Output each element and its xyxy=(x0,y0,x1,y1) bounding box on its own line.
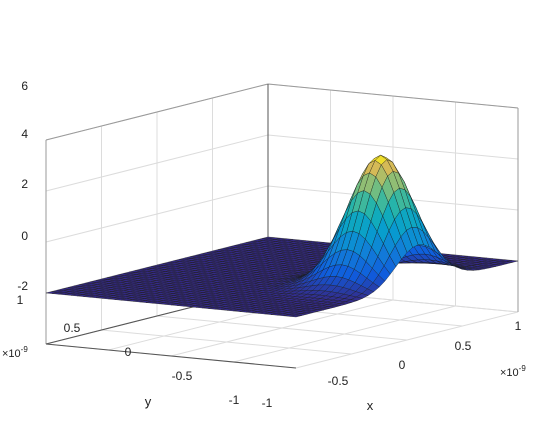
grid-line xyxy=(156,315,408,341)
x-axis-multiplier: ×10-9 xyxy=(500,364,526,379)
y-tick-label: -1 xyxy=(229,393,240,407)
x-axis-label: x xyxy=(367,398,374,413)
grid-line xyxy=(295,311,519,369)
surface-patch xyxy=(289,314,302,318)
y-axis-multiplier: ×10-9 xyxy=(2,345,28,360)
x-tick-label: 1 xyxy=(515,319,522,333)
surface-mesh xyxy=(45,154,519,318)
z-tick-label: 4 xyxy=(21,127,28,141)
grid-line xyxy=(233,305,456,363)
y-axis-label: y xyxy=(145,394,152,409)
x-tick-label: 0.5 xyxy=(455,339,472,353)
axis-line xyxy=(267,83,519,109)
grid-line xyxy=(267,134,519,160)
z-tick-label: -2 xyxy=(17,279,28,293)
x-axis-line xyxy=(45,343,297,369)
grid-line xyxy=(45,134,269,192)
x-tick-label: 0 xyxy=(399,358,406,372)
x-tick-label: -1 xyxy=(262,396,273,410)
y-tick-label: 0 xyxy=(125,345,132,359)
y-tick-label: 1 xyxy=(17,293,24,307)
grid-lines xyxy=(45,83,519,369)
z-tick-label: 2 xyxy=(21,177,28,191)
grid-line xyxy=(45,185,269,243)
x-tick-label: -0.5 xyxy=(328,374,349,388)
z-tick-label: 6 xyxy=(21,79,28,93)
y-tick-label: -0.5 xyxy=(172,369,193,383)
axis-line xyxy=(45,83,269,141)
z-tick-label: 0 xyxy=(21,229,28,243)
y-tick-label: 0.5 xyxy=(64,321,81,335)
